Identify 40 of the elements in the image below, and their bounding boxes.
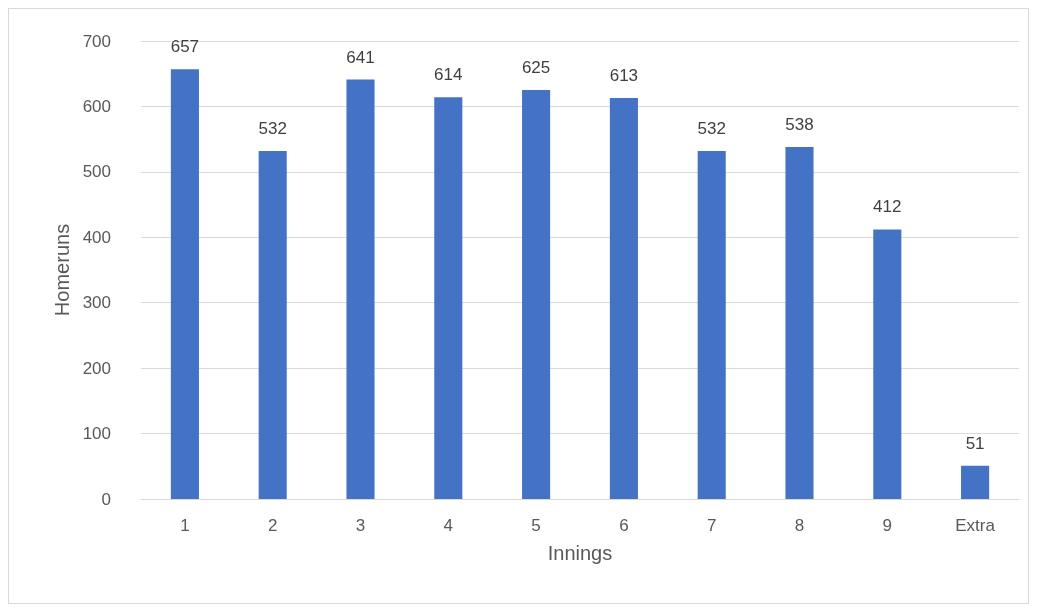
y-tick-label: 500 bbox=[82, 162, 111, 182]
x-tick-label: Extra bbox=[955, 516, 996, 535]
x-axis-title: Innings bbox=[547, 542, 613, 564]
x-tick-label: 6 bbox=[619, 516, 629, 535]
data-label: 532 bbox=[258, 118, 287, 138]
bar bbox=[609, 97, 638, 499]
data-label: 532 bbox=[697, 118, 726, 138]
data-label: 614 bbox=[434, 65, 463, 85]
x-tick-label: 3 bbox=[355, 516, 366, 535]
bar bbox=[961, 465, 990, 499]
data-label: 538 bbox=[785, 114, 814, 134]
data-label: 412 bbox=[873, 197, 902, 217]
bar bbox=[346, 79, 375, 499]
bar bbox=[697, 150, 726, 499]
y-tick-label: 300 bbox=[82, 293, 111, 313]
bar bbox=[873, 229, 902, 499]
y-tick-label: 600 bbox=[82, 96, 111, 116]
y-tick-label: 0 bbox=[101, 489, 111, 509]
data-label: 51 bbox=[965, 433, 985, 453]
bar bbox=[785, 146, 814, 499]
data-label: 613 bbox=[609, 65, 639, 85]
data-label: 625 bbox=[521, 58, 551, 78]
data-label: 641 bbox=[346, 47, 375, 67]
x-tick-label: 9 bbox=[882, 516, 893, 535]
bar bbox=[434, 97, 463, 499]
x-tick-label: 1 bbox=[180, 516, 190, 535]
y-tick-label: 100 bbox=[82, 424, 111, 444]
x-tick-label: 2 bbox=[267, 516, 278, 535]
x-tick-label: 7 bbox=[706, 516, 717, 535]
y-tick-label: 700 bbox=[82, 31, 111, 51]
y-axis-title: Homeruns bbox=[50, 223, 73, 317]
y-tick-label: 200 bbox=[82, 358, 111, 378]
bar bbox=[170, 69, 199, 499]
x-tick-label: 5 bbox=[531, 516, 541, 535]
y-tick-label: 400 bbox=[82, 227, 111, 247]
bar bbox=[522, 90, 551, 499]
bar bbox=[258, 150, 287, 499]
x-tick-label: 8 bbox=[794, 516, 805, 535]
data-label: 657 bbox=[170, 37, 200, 57]
x-tick-label: 4 bbox=[443, 516, 454, 535]
